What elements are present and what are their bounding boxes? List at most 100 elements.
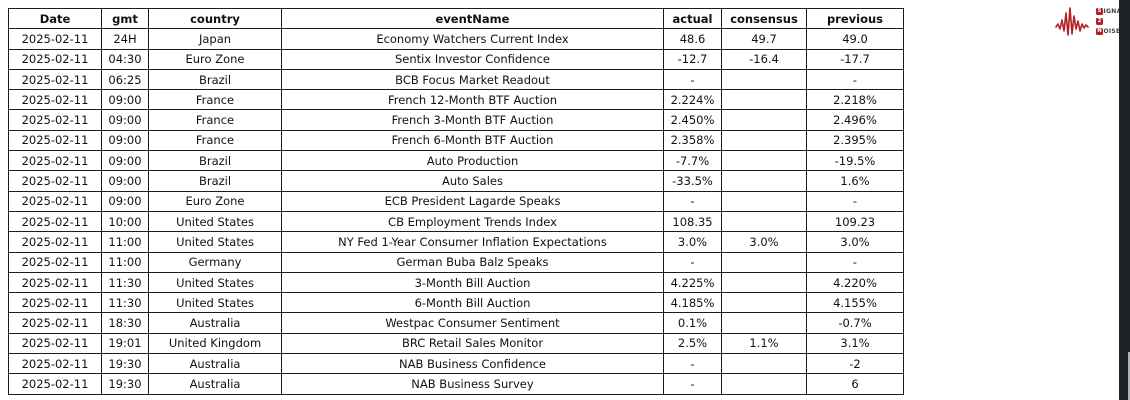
cell-Date: 2025-02-11 xyxy=(8,271,102,294)
table-row: 2025-02-11 11:30 United States 6-Month Bill… xyxy=(8,292,904,314)
table-row: 2025-02-11 09:00 France French 12-Month BTF… xyxy=(8,89,904,111)
cell-eventName: French 6-Month BTF Auction xyxy=(281,129,664,152)
table-row: 2025-02-11 19:01 United Kingdom BRC Retail … xyxy=(8,332,904,355)
cell-consensus xyxy=(721,312,807,334)
table-row: 2025-02-11 04:30 Euro Zone Sentix Investor … xyxy=(8,48,904,70)
cell-previous: 3.0% xyxy=(806,231,904,253)
cell-consensus xyxy=(721,170,807,192)
cell-actual: 48.6 xyxy=(663,28,722,50)
cell-Date: 2025-02-11 xyxy=(8,170,102,192)
cell-consensus: 3.0% xyxy=(721,231,807,253)
logo-letter-s: S xyxy=(1096,7,1103,15)
cell-Date: 2025-02-11 xyxy=(8,312,102,334)
window-edge xyxy=(1119,0,1130,400)
cell-gmt: 19:30 xyxy=(101,353,149,375)
cell-previous: 6 xyxy=(806,373,904,395)
cell-consensus xyxy=(721,68,807,91)
cell-country: Brazil xyxy=(148,170,282,192)
table-row: 2025-02-11 11:00 United States NY Fed 1-Yea… xyxy=(8,231,904,253)
column-header-gmt: gmt xyxy=(101,7,149,30)
table-row: 2025-02-11 11:30 United States 3-Month Bill… xyxy=(8,271,904,294)
cell-previous: 49.0 xyxy=(806,28,904,50)
table-row: 2025-02-11 06:25 Brazil BCB Focus Market Re… xyxy=(8,68,904,91)
cell-consensus xyxy=(721,190,807,212)
pulse-waveform-icon xyxy=(1055,7,1089,36)
cell-gmt: 09:00 xyxy=(101,150,149,172)
cell-consensus xyxy=(721,109,807,131)
column-header-actual: actual xyxy=(663,7,722,30)
table-row: 2025-02-11 09:00 France French 3-Month BTF … xyxy=(8,109,904,131)
cell-gmt: 09:00 xyxy=(101,129,149,152)
cell-country: Australia xyxy=(148,353,282,375)
cell-country: Germany xyxy=(148,251,282,273)
cell-country: France xyxy=(148,129,282,152)
cell-eventName: NAB Business Confidence xyxy=(281,353,664,375)
table-row: 2025-02-11 19:30 Australia NAB Business Sur… xyxy=(8,373,904,395)
cell-previous: 2.395% xyxy=(806,129,904,152)
cell-country: United Kingdom xyxy=(148,332,282,355)
cell-Date: 2025-02-11 xyxy=(8,190,102,212)
cell-actual: 2.450% xyxy=(663,109,722,131)
table-row: 2025-02-11 24H Japan Economy Watchers Curre… xyxy=(8,28,904,50)
table-row: 2025-02-11 19:30 Australia NAB Business Con… xyxy=(8,353,904,375)
cell-actual: 2.5% xyxy=(663,332,722,355)
cell-gmt: 09:00 xyxy=(101,190,149,212)
cell-previous: -17.7 xyxy=(806,48,904,70)
cell-gmt: 09:00 xyxy=(101,109,149,131)
cell-gmt: 19:01 xyxy=(101,332,149,355)
table-body: 2025-02-11 24H Japan Economy Watchers Curre… xyxy=(8,28,904,395)
cell-eventName: Westpac Consumer Sentiment xyxy=(281,312,664,334)
cell-previous: 2.218% xyxy=(806,89,904,111)
cell-gmt: 18:30 xyxy=(101,312,149,334)
cell-gmt: 06:25 xyxy=(101,68,149,91)
cell-eventName: German Buba Balz Speaks xyxy=(281,251,664,273)
column-header-eventName: eventName xyxy=(281,7,664,30)
cell-actual: 108.35 xyxy=(663,210,722,233)
column-header-previous: previous xyxy=(806,7,904,30)
table-row: 2025-02-11 09:00 Brazil Auto Production -7.7… xyxy=(8,150,904,172)
logo-text-block: S IGNAL 2 N OISE xyxy=(1096,6,1126,36)
cell-previous: -0.7% xyxy=(806,312,904,334)
column-header-Date: Date xyxy=(8,7,102,30)
cell-Date: 2025-02-11 xyxy=(8,332,102,355)
cell-gmt: 11:00 xyxy=(101,231,149,253)
table-header-row: Date gmt country eventName actual consensus pr… xyxy=(8,7,904,30)
cell-actual: 0.1% xyxy=(663,312,722,334)
cell-eventName: Economy Watchers Current Index xyxy=(281,28,664,50)
cell-actual: - xyxy=(663,190,722,212)
cell-previous: - xyxy=(806,251,904,273)
cell-country: Euro Zone xyxy=(148,190,282,212)
scrollbar-thumb[interactable] xyxy=(1128,352,1130,400)
cell-gmt: 19:30 xyxy=(101,373,149,395)
cell-country: United States xyxy=(148,292,282,314)
cell-Date: 2025-02-11 xyxy=(8,353,102,375)
cell-consensus xyxy=(721,251,807,273)
table-row: 2025-02-11 09:00 Euro Zone ECB President La… xyxy=(8,190,904,212)
table-row: 2025-02-11 10:00 United States CB Employmen… xyxy=(8,210,904,233)
cell-Date: 2025-02-11 xyxy=(8,231,102,253)
cell-gmt: 24H xyxy=(101,28,149,50)
cell-actual: -7.7% xyxy=(663,150,722,172)
cell-actual: -12.7 xyxy=(663,48,722,70)
cell-country: France xyxy=(148,109,282,131)
cell-country: United States xyxy=(148,271,282,294)
cell-actual: 4.185% xyxy=(663,292,722,314)
cell-consensus xyxy=(721,210,807,233)
cell-previous: 3.1% xyxy=(806,332,904,355)
cell-gmt: 09:00 xyxy=(101,170,149,192)
cell-eventName: BCB Focus Market Readout xyxy=(281,68,664,91)
cell-eventName: Auto Sales xyxy=(281,170,664,192)
cell-consensus xyxy=(721,271,807,294)
cell-eventName: 6-Month Bill Auction xyxy=(281,292,664,314)
cell-consensus xyxy=(721,150,807,172)
cell-previous: -2 xyxy=(806,353,904,375)
logo-text-ignal: IGNAL xyxy=(1103,7,1126,15)
cell-consensus: 1.1% xyxy=(721,332,807,355)
cell-eventName: Sentix Investor Confidence xyxy=(281,48,664,70)
cell-country: Australia xyxy=(148,373,282,395)
cell-Date: 2025-02-11 xyxy=(8,89,102,111)
cell-Date: 2025-02-11 xyxy=(8,210,102,233)
cell-consensus xyxy=(721,373,807,395)
cell-actual: 4.225% xyxy=(663,271,722,294)
